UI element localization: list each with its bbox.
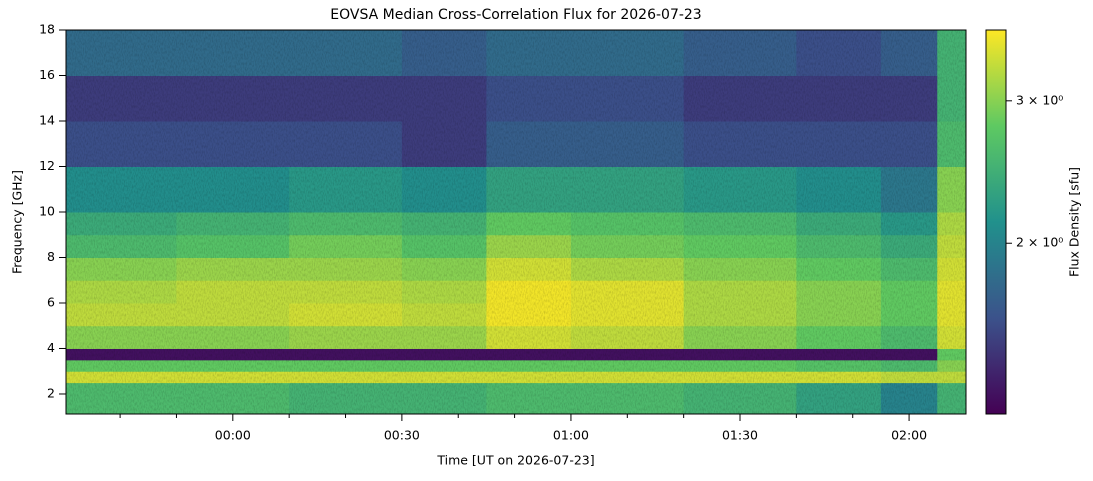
plot-frame — [65, 29, 967, 415]
y-tick-label: 10 — [39, 203, 55, 218]
chart-title: EOVSA Median Cross-Correlation Flux for … — [330, 7, 701, 23]
colorbar-frame — [985, 29, 1007, 415]
colorbar-label: Flux Density [sfu] — [1067, 167, 1082, 277]
y-tick-label: 18 — [39, 22, 55, 37]
x-tick-label: 01:30 — [722, 428, 758, 443]
y-tick-label: 16 — [39, 67, 55, 82]
y-tick-label: 14 — [39, 112, 55, 127]
y-tick-label: 8 — [47, 249, 55, 264]
y-tick-label: 4 — [47, 340, 55, 355]
x-tick-label: 02:00 — [891, 428, 927, 443]
y-tick-label: 6 — [47, 294, 55, 309]
colorbar-tick-label: 2 × 10⁰ — [1016, 235, 1063, 250]
y-axis-label: Frequency [GHz] — [10, 170, 25, 274]
x-tick-label: 00:30 — [384, 428, 420, 443]
texture — [66, 30, 966, 414]
y-tick-label: 2 — [47, 385, 55, 400]
x-tick-label: 00:00 — [215, 428, 251, 443]
x-tick-label: 01:00 — [553, 428, 589, 443]
colorbar — [986, 30, 1006, 414]
y-tick-label: 12 — [39, 158, 55, 173]
x-axis-label: Time [UT on 2026-07-23] — [436, 453, 594, 468]
colorbar-tick-label: 3 × 10⁰ — [1016, 92, 1063, 107]
